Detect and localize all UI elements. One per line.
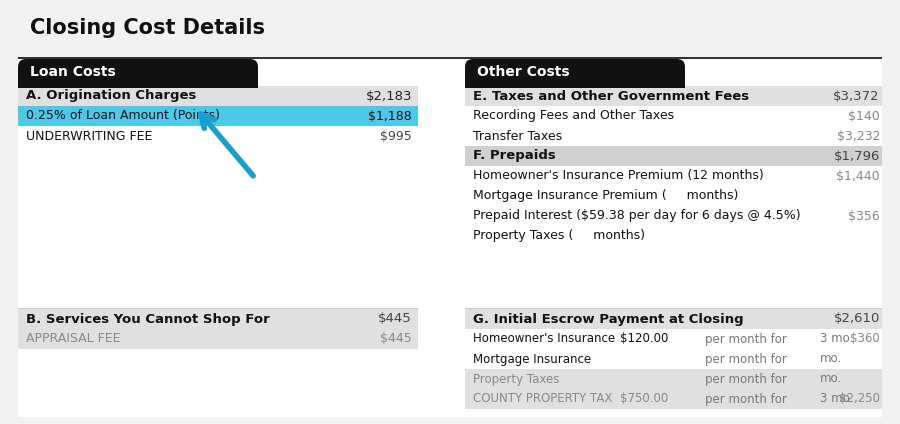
Text: $750.00: $750.00 xyxy=(620,393,668,405)
Text: $2,250: $2,250 xyxy=(839,393,880,405)
Text: E. Taxes and Other Government Fees: E. Taxes and Other Government Fees xyxy=(473,89,749,103)
Text: $360: $360 xyxy=(850,332,880,346)
Bar xyxy=(18,72,258,88)
Bar xyxy=(465,206,882,226)
Bar xyxy=(18,329,418,349)
Bar xyxy=(18,86,418,106)
Text: per month for: per month for xyxy=(705,352,787,365)
Bar xyxy=(18,57,882,417)
Text: $120.00: $120.00 xyxy=(620,332,669,346)
FancyBboxPatch shape xyxy=(18,59,258,86)
Text: Homeowner's Insurance Premium (12 months): Homeowner's Insurance Premium (12 months… xyxy=(473,170,764,182)
Text: mo.: mo. xyxy=(820,373,842,385)
Bar xyxy=(465,309,882,329)
Text: Prepaid Interest ($59.38 per day for 6 days @ 4.5%): Prepaid Interest ($59.38 per day for 6 d… xyxy=(473,209,801,223)
Text: 0.25% of Loan Amount (Points): 0.25% of Loan Amount (Points) xyxy=(26,109,220,123)
Bar xyxy=(465,146,882,166)
Text: Homeowner's Insurance: Homeowner's Insurance xyxy=(473,332,615,346)
Text: $356: $356 xyxy=(848,209,880,223)
Text: Loan Costs: Loan Costs xyxy=(30,65,116,79)
Text: Transfer Taxes: Transfer Taxes xyxy=(473,129,562,142)
Text: APPRAISAL FEE: APPRAISAL FEE xyxy=(26,332,121,346)
Bar xyxy=(465,72,685,88)
Text: $140: $140 xyxy=(848,109,880,123)
Bar xyxy=(18,126,418,146)
Bar xyxy=(465,126,882,146)
Text: Recording Fees and Other Taxes: Recording Fees and Other Taxes xyxy=(473,109,674,123)
Text: 3 mo.: 3 mo. xyxy=(820,332,853,346)
Text: A. Origination Charges: A. Origination Charges xyxy=(26,89,196,103)
Text: $1,796: $1,796 xyxy=(833,150,880,162)
Text: UNDERWRITING FEE: UNDERWRITING FEE xyxy=(26,129,152,142)
Bar xyxy=(465,369,882,389)
Bar xyxy=(465,226,882,246)
Bar xyxy=(18,309,418,329)
Text: F. Prepaids: F. Prepaids xyxy=(473,150,556,162)
Text: 3 mo.: 3 mo. xyxy=(820,393,853,405)
Bar xyxy=(465,86,882,106)
Text: B. Services You Cannot Shop For: B. Services You Cannot Shop For xyxy=(26,312,270,326)
Text: Mortgage Insurance Premium (     months): Mortgage Insurance Premium ( months) xyxy=(473,190,738,203)
Bar xyxy=(465,166,882,186)
Text: Property Taxes (     months): Property Taxes ( months) xyxy=(473,229,645,243)
Text: $1,440: $1,440 xyxy=(836,170,880,182)
Bar xyxy=(465,308,882,309)
Bar xyxy=(18,308,418,309)
Text: $2,183: $2,183 xyxy=(365,89,412,103)
Text: $445: $445 xyxy=(380,332,412,346)
Bar xyxy=(465,186,882,206)
Text: COUNTY PROPERTY TAX: COUNTY PROPERTY TAX xyxy=(473,393,612,405)
Text: Property Taxes: Property Taxes xyxy=(473,373,560,385)
FancyBboxPatch shape xyxy=(465,59,685,86)
Text: $445: $445 xyxy=(378,312,412,326)
Text: $995: $995 xyxy=(380,129,412,142)
Bar xyxy=(465,389,882,409)
Text: $3,372: $3,372 xyxy=(833,89,880,103)
Text: per month for: per month for xyxy=(705,332,787,346)
Text: G. Initial Escrow Payment at Closing: G. Initial Escrow Payment at Closing xyxy=(473,312,743,326)
Bar xyxy=(465,106,882,126)
Text: $3,232: $3,232 xyxy=(836,129,880,142)
Text: $1,188: $1,188 xyxy=(368,109,412,123)
Text: Mortgage Insurance: Mortgage Insurance xyxy=(473,352,591,365)
Text: Closing Cost Details: Closing Cost Details xyxy=(30,18,265,38)
Bar xyxy=(18,106,418,126)
Text: mo.: mo. xyxy=(820,352,842,365)
Text: $2,610: $2,610 xyxy=(833,312,880,326)
Text: Other Costs: Other Costs xyxy=(477,65,570,79)
Bar xyxy=(18,57,882,59)
Text: per month for: per month for xyxy=(705,373,787,385)
Bar xyxy=(465,329,882,349)
Text: per month for: per month for xyxy=(705,393,787,405)
Bar xyxy=(465,349,882,369)
